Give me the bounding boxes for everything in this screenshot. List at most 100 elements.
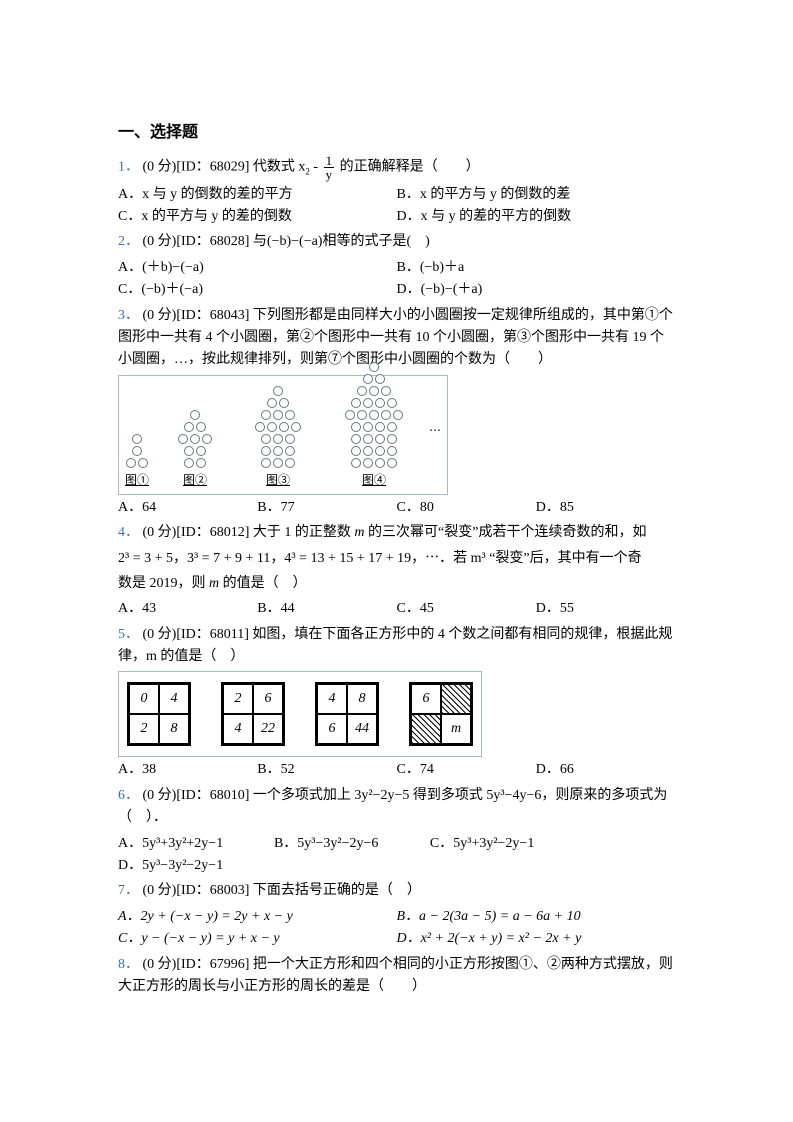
q5-opt-B: B．52 xyxy=(257,759,396,781)
q4-l1b: m xyxy=(354,525,364,540)
q5-s1-b: 4 xyxy=(159,684,189,714)
q5-s4-a: 6 xyxy=(411,684,441,714)
q6-meta: (0 分)[ID：68010] xyxy=(143,788,250,803)
q3-tree-3: 图③ xyxy=(254,385,302,490)
q3-cap-2: 图② xyxy=(177,471,213,490)
q5-opt-D: D．66 xyxy=(536,759,675,781)
question-6: 6． (0 分)[ID：68010] 一个多项式加上 3y²−2y−5 得到多项… xyxy=(118,785,675,830)
q3-tree-1: 图① xyxy=(125,433,149,490)
q1-frac-num: 1 xyxy=(324,154,335,168)
q8-number: 8． xyxy=(118,957,139,972)
q1-opt-C: C．x 的平方与 y 的差的倒数 xyxy=(118,206,397,228)
q1-text-a: 代数式 x xyxy=(253,159,306,174)
q6-options: A．5y³+3y²+2y−1 B．5y³−3y²−2y−6 C．5y³+3y²−… xyxy=(118,833,675,878)
q2-number: 2． xyxy=(118,234,139,249)
q1-opt-D: D．x 与 y 的差的平方的倒数 xyxy=(397,206,676,228)
q3-cap-4: 图④ xyxy=(344,471,404,490)
q4-opt-C: C．45 xyxy=(397,598,536,620)
q3-number: 3． xyxy=(118,308,139,323)
q4-l3b: m xyxy=(209,576,219,591)
question-1: 1． (0 分)[ID：68029] 代数式 x2 - 1 y 的正确解释是（ … xyxy=(118,154,675,181)
q1-opt-A: A．x 与 y 的倒数的差的平方 xyxy=(118,184,397,206)
q4-meta: (0 分)[ID：68012] xyxy=(143,525,250,540)
q7-opt-B: B．a − 2(3a − 5) = a − 6a + 10 xyxy=(397,906,676,928)
q1-opt-B: B．x 的平方与 y 的倒数的差 xyxy=(397,184,676,206)
q4-options: A．43 B．44 C．45 D．55 xyxy=(118,598,675,620)
q5-square-3: 4 8 6 44 xyxy=(315,682,379,746)
q6-opt-D: D．5y³−3y²−2y−1 xyxy=(118,855,223,877)
q5-figure: 0 4 2 8 2 6 4 22 4 8 6 44 6 m xyxy=(118,671,482,757)
question-2: 2． (0 分)[ID：68028] 与(−b)−(−a)相等的式子是( ) xyxy=(118,231,675,253)
q3-opt-B: B．77 xyxy=(257,497,396,519)
q5-square-1: 0 4 2 8 xyxy=(127,682,191,746)
q1-options: A．x 与 y 的倒数的差的平方 B．x 的平方与 y 的倒数的差 C．x 的平… xyxy=(118,184,675,229)
question-4: 4． (0 分)[ID：68012] 大于 1 的正整数 m 的三次幂可“裂变”… xyxy=(118,522,675,544)
q3-opt-A: A．64 xyxy=(118,497,257,519)
q5-s2-a: 2 xyxy=(223,684,253,714)
q5-s3-d: 44 xyxy=(347,714,377,744)
q7-meta: (0 分)[ID：68003] xyxy=(143,883,250,898)
q2-opt-D: D．(−b)−(＋a) xyxy=(397,279,676,301)
q5-s2-c: 4 xyxy=(223,714,253,744)
q7-text: 下面去括号正确的是（ ） xyxy=(253,883,421,898)
q4-line2: 2³ = 3 + 5，3³ = 7 + 9 + 11，4³ = 13 + 15 … xyxy=(118,548,675,570)
q3-cap-1: 图① xyxy=(125,471,149,490)
q1-meta: (0 分)[ID：68029] xyxy=(143,159,250,174)
q5-square-2: 2 6 4 22 xyxy=(221,682,285,746)
q5-opt-C: C．74 xyxy=(397,759,536,781)
q5-meta: (0 分)[ID：68011] xyxy=(143,627,249,642)
q4-opt-A: A．43 xyxy=(118,598,257,620)
q5-s4-d: m xyxy=(441,714,471,744)
q5-s1-a: 0 xyxy=(129,684,159,714)
q3-tree-2: 图② xyxy=(177,409,213,490)
q3-cap-3: 图③ xyxy=(254,471,302,490)
q5-options: A．38 B．52 C．74 D．66 xyxy=(118,759,675,781)
q8-meta: (0 分)[ID：67996] xyxy=(143,957,250,972)
q5-opt-A: A．38 xyxy=(118,759,257,781)
q7-opt-A: A．2y + (−x − y) = 2y + x − y xyxy=(118,906,397,928)
q4-opt-D: D．55 xyxy=(536,598,675,620)
q7-opt-D: D．x² + 2(−x + y) = x² − 2x + y xyxy=(397,928,676,950)
question-8: 8． (0 分)[ID：67996] 把一个大正方形和四个相同的小正方形按图①、… xyxy=(118,954,675,999)
q4-l3c: 的值是（ ） xyxy=(219,576,307,591)
q3-ellipsis: ⋯ xyxy=(429,421,441,440)
exam-page: 一、选择题 1． (0 分)[ID：68029] 代数式 x2 - 1 y 的正… xyxy=(0,0,793,1122)
q4-l3a: 数是 2019，则 xyxy=(118,576,209,591)
q4-opt-B: B．44 xyxy=(257,598,396,620)
q7-options: A．2y + (−x − y) = 2y + x − y B．a − 2(3a … xyxy=(118,906,675,951)
q1-frac-den: y xyxy=(324,168,335,181)
q3-tree-4: 图④ xyxy=(344,361,404,490)
q5-square-4: 6 m xyxy=(409,682,473,746)
q2-options: A．(＋b)−(−a) B．(−b)＋a C．(−b)＋(−a) D．(−b)−… xyxy=(118,257,675,302)
q5-s2-b: 6 xyxy=(253,684,283,714)
q5-s3-b: 8 xyxy=(347,684,377,714)
q3-meta: (0 分)[ID：68043] xyxy=(143,308,250,323)
q5-s3-a: 4 xyxy=(317,684,347,714)
q1-number: 1． xyxy=(118,159,139,174)
q4-number: 4． xyxy=(118,525,139,540)
question-7: 7． (0 分)[ID：68003] 下面去括号正确的是（ ） xyxy=(118,880,675,902)
q3-opt-C: C．80 xyxy=(397,497,536,519)
q3-opt-D: D．85 xyxy=(536,497,675,519)
q3-figure: 图① 图② 图③ xyxy=(118,375,448,495)
q2-opt-A: A．(＋b)−(−a) xyxy=(118,257,397,279)
q2-opt-B: B．(−b)＋a xyxy=(397,257,676,279)
q6-opt-B: B．5y³−3y²−2y−6 xyxy=(274,833,430,855)
q2-text: 与(−b)−(−a)相等的式子是( ) xyxy=(253,234,430,249)
q1-text-b: 的正确解释是（ ） xyxy=(340,159,480,174)
q4-l1c: 的三次幂可“裂变”成若干个连续奇数的和，如 xyxy=(365,525,647,540)
q5-s1-c: 2 xyxy=(129,714,159,744)
q1-fraction: 1 y xyxy=(324,154,335,181)
q4-line3: 数是 2019，则 m 的值是（ ） xyxy=(118,573,675,595)
q5-s1-d: 8 xyxy=(159,714,189,744)
q4-l1a: 大于 1 的正整数 xyxy=(253,525,355,540)
q5-s4-b xyxy=(441,684,471,714)
q6-opt-A: A．5y³+3y²+2y−1 xyxy=(118,833,274,855)
q5-s4-c xyxy=(411,714,441,744)
q7-number: 7． xyxy=(118,883,139,898)
q5-number: 5． xyxy=(118,627,139,642)
q2-opt-C: C．(−b)＋(−a) xyxy=(118,279,397,301)
q1-sub: 2 xyxy=(305,166,310,176)
q5-s3-c: 6 xyxy=(317,714,347,744)
q2-meta: (0 分)[ID：68028] xyxy=(143,234,250,249)
